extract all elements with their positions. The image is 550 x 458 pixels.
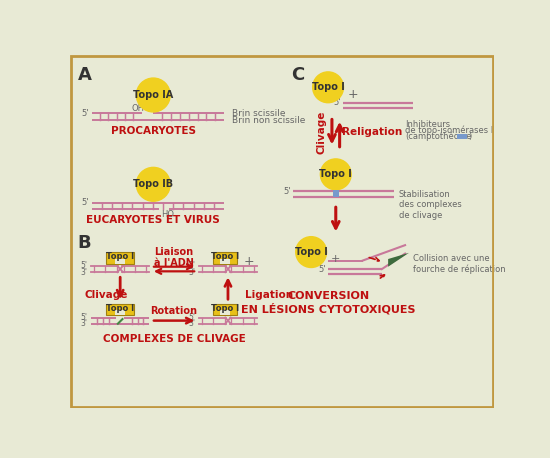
- Bar: [220, 259, 229, 264]
- Circle shape: [136, 78, 170, 112]
- Text: C: C: [291, 66, 304, 84]
- Text: 5': 5': [189, 313, 196, 322]
- Text: 3': 3': [189, 319, 196, 328]
- Text: 5': 5': [318, 256, 326, 265]
- Text: Ligation: Ligation: [245, 290, 293, 300]
- Text: Clivage: Clivage: [317, 110, 327, 153]
- Text: (camptothécine: (camptothécine: [405, 132, 471, 142]
- Bar: [213, 252, 237, 264]
- Text: Collision avec une
fourche de réplication: Collision avec une fourche de réplicatio…: [413, 254, 505, 274]
- Text: 5': 5': [334, 98, 341, 107]
- Text: 3': 3': [81, 267, 88, 277]
- Text: Topo IB: Topo IB: [133, 180, 173, 189]
- Text: +: +: [331, 254, 340, 264]
- Text: 5': 5': [81, 109, 89, 118]
- Circle shape: [136, 167, 170, 201]
- Text: Stabilisation
des complexes
de clivage: Stabilisation des complexes de clivage: [399, 190, 461, 219]
- Text: Topo I: Topo I: [106, 304, 134, 313]
- Text: 5': 5': [189, 262, 196, 270]
- Text: +: +: [244, 255, 254, 268]
- Bar: [115, 259, 125, 264]
- Text: Topo I: Topo I: [211, 304, 239, 313]
- Text: Brin non scissile: Brin non scissile: [232, 116, 305, 125]
- Text: Inhibiteurs: Inhibiteurs: [405, 120, 450, 129]
- Text: CONVERSION
EN LÉSIONS CYTOTOXIQUES: CONVERSION EN LÉSIONS CYTOTOXIQUES: [241, 291, 415, 315]
- Text: Brin scissile: Brin scissile: [232, 109, 285, 118]
- Text: B: B: [78, 234, 91, 252]
- Text: Topo I: Topo I: [320, 169, 352, 180]
- Text: ): ): [468, 132, 471, 141]
- Text: 5': 5': [81, 262, 88, 270]
- Circle shape: [321, 159, 351, 190]
- Text: Liaison
à l'ADN: Liaison à l'ADN: [154, 247, 194, 268]
- Circle shape: [313, 72, 343, 103]
- Text: 5': 5': [81, 313, 88, 322]
- Bar: [456, 134, 468, 139]
- Bar: [115, 311, 125, 315]
- Text: Clivage: Clivage: [85, 290, 128, 300]
- Text: Rotation: Rotation: [151, 306, 197, 316]
- Bar: [106, 304, 134, 315]
- Bar: [213, 304, 237, 315]
- Text: Topo I: Topo I: [295, 247, 327, 257]
- Text: Topo I: Topo I: [312, 82, 344, 93]
- Text: EUCARYOTES ET VIRUS: EUCARYOTES ET VIRUS: [86, 215, 220, 225]
- Text: Topo I: Topo I: [106, 252, 134, 262]
- Bar: [106, 252, 134, 264]
- Text: +: +: [348, 88, 359, 102]
- Bar: [333, 191, 339, 196]
- Text: Religation: Religation: [342, 127, 402, 137]
- Circle shape: [296, 237, 327, 267]
- Text: HO: HO: [161, 210, 174, 219]
- Text: 3': 3': [189, 267, 196, 277]
- Text: 3': 3': [81, 319, 88, 328]
- Text: 5': 5': [284, 187, 291, 196]
- Text: A: A: [78, 66, 92, 84]
- Text: 5': 5': [81, 198, 89, 207]
- Text: de topo-isomérases I: de topo-isomérases I: [405, 125, 493, 135]
- Text: COMPLEXES DE CLIVAGE: COMPLEXES DE CLIVAGE: [103, 334, 245, 344]
- Polygon shape: [388, 253, 409, 267]
- Text: OH: OH: [132, 104, 145, 113]
- Bar: [220, 311, 229, 315]
- Text: Topo IA: Topo IA: [133, 90, 173, 100]
- Text: PROCARYOTES: PROCARYOTES: [111, 126, 196, 136]
- Text: 5': 5': [318, 265, 326, 273]
- Text: Topo I: Topo I: [211, 252, 239, 262]
